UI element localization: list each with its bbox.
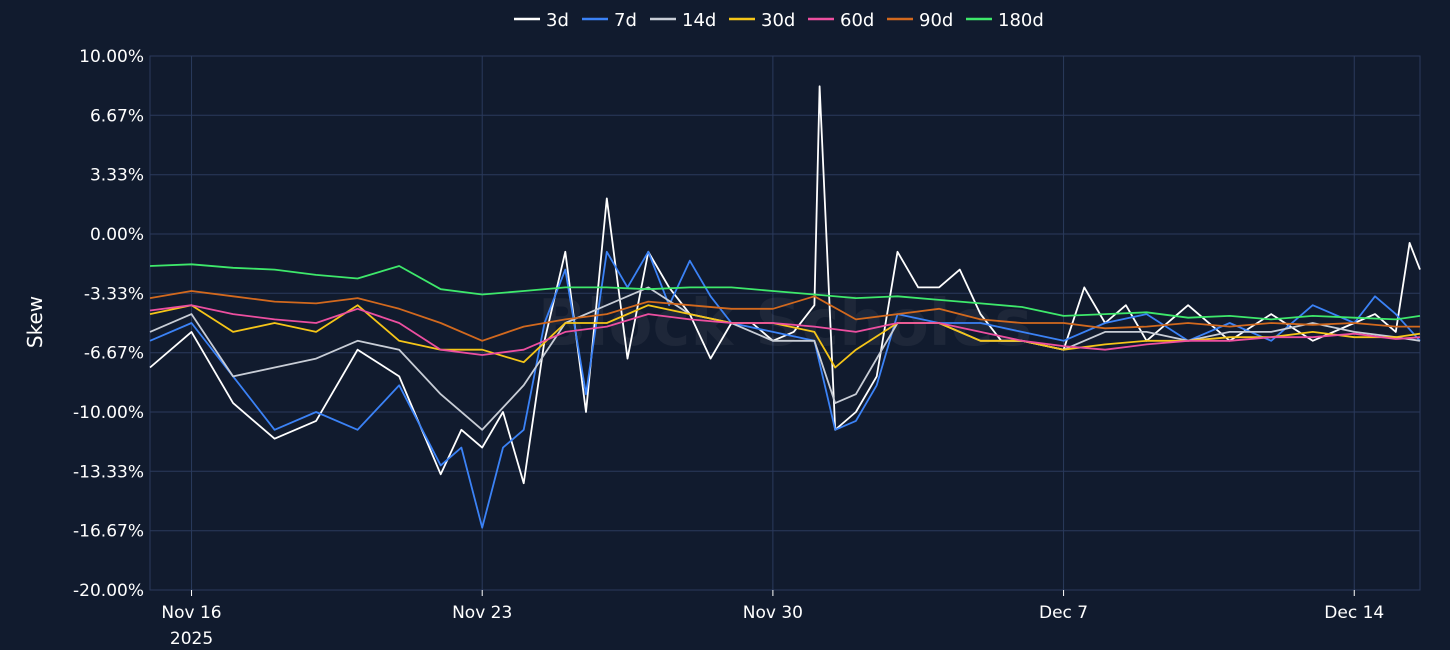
legend-label: 14d	[682, 10, 716, 31]
y-axis: 10.00% 6.67% 3.33% 0.00% -3.33% -6.67% -10.00%…	[73, 47, 144, 601]
y-tick-label: 10.00%	[79, 47, 144, 67]
legend-item-30d[interactable]: 30d	[729, 10, 795, 31]
x-tick-sublabel: 2025	[170, 629, 213, 649]
y-tick-label: 0.00%	[90, 225, 144, 245]
y-tick-label: -10.00%	[73, 403, 144, 423]
series-line-180d	[149, 263, 1421, 321]
y-tick-label: -3.33%	[84, 284, 144, 304]
series-line-60d	[149, 304, 1421, 356]
x-tick-label: Dec 14	[1324, 603, 1384, 623]
legend-item-14d[interactable]: 14d	[650, 10, 716, 31]
legend-label: 30d	[761, 10, 795, 31]
legend-item-60d[interactable]: 60d	[808, 10, 874, 31]
series-line-3d	[149, 85, 1421, 485]
y-tick-label: -16.67%	[73, 522, 144, 542]
x-tick-label: Nov 16	[161, 603, 221, 623]
y-tick-label: 6.67%	[90, 106, 144, 126]
legend-item-90d[interactable]: 90d	[887, 10, 953, 31]
x-tick-label: Nov 23	[452, 603, 512, 623]
legend-label: 90d	[919, 10, 953, 31]
y-tick-label: -20.00%	[73, 581, 144, 601]
y-axis-title: Skew	[23, 296, 47, 348]
legend-label: 3d	[546, 10, 569, 31]
legend-item-180d[interactable]: 180d	[966, 10, 1044, 31]
series-line-7d	[149, 250, 1421, 529]
y-tick-label: -6.67%	[84, 344, 144, 364]
x-tick-label: Nov 30	[743, 603, 803, 623]
legend-label: 7d	[614, 10, 637, 31]
y-tick-label: -13.33%	[73, 462, 144, 482]
legend[interactable]: 3d 7d 14d 30d 60d 90d 180d	[514, 10, 1044, 31]
legend-item-7d[interactable]: 7d	[582, 10, 637, 31]
y-tick-label: 3.33%	[90, 166, 144, 186]
series-lines	[149, 85, 1421, 529]
series-line-90d	[149, 290, 1420, 342]
series-line-30d	[149, 304, 1421, 369]
legend-label: 60d	[840, 10, 874, 31]
x-tick-label: Dec 7	[1039, 603, 1088, 623]
series-line-14d	[149, 286, 1421, 431]
legend-item-3d[interactable]: 3d	[514, 10, 569, 31]
legend-label: 180d	[998, 10, 1044, 31]
x-axis: Nov 16 2025 Nov 23 Nov 30 Dec 7 Dec 14	[161, 590, 1384, 649]
